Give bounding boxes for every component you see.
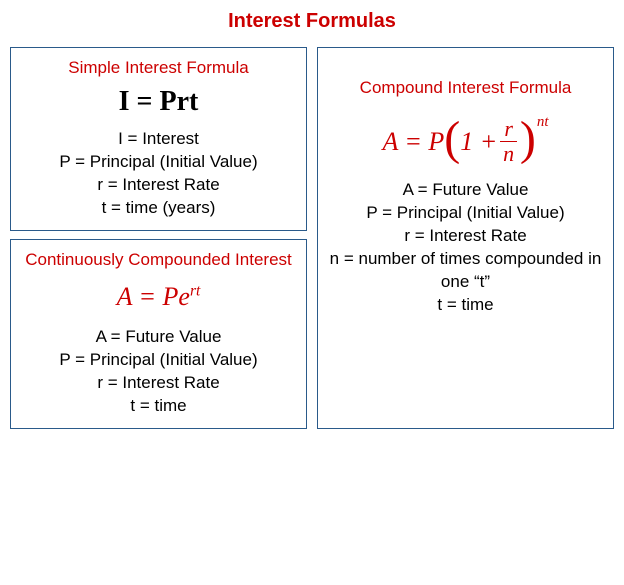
formula-grid: Simple Interest Formula I = Prt I = Inte… [10, 47, 614, 429]
left-column: Simple Interest Formula I = Prt I = Inte… [10, 47, 307, 429]
continuous-def-A: A = Future Value [17, 326, 300, 349]
compound-def-A: A = Future Value [324, 179, 607, 202]
compound-exp: nt [537, 114, 549, 131]
simple-def-t: t = time (years) [17, 197, 300, 220]
continuous-def-t: t = time [17, 395, 300, 418]
continuous-def-P: P = Principal (Initial Value) [17, 349, 300, 372]
compound-def-r: r = Interest Rate [324, 225, 607, 248]
close-paren-icon: ) [520, 120, 536, 158]
compound-def-P: P = Principal (Initial Value) [324, 202, 607, 225]
compound-def-n: n = number of times compounded in one “t… [324, 248, 607, 294]
compound-title: Compound Interest Formula [324, 78, 607, 98]
compound-frac-num: r [500, 118, 517, 142]
simple-title: Simple Interest Formula [17, 58, 300, 78]
continuous-formula: A = Pert [17, 282, 300, 312]
compound-formula: A = P ( 1 + r n ) nt [324, 118, 607, 165]
right-column: Compound Interest Formula A = P ( 1 + r … [317, 47, 614, 429]
simple-def-P: P = Principal (Initial Value) [17, 151, 300, 174]
simple-def-r: r = Interest Rate [17, 174, 300, 197]
continuous-def-r: r = Interest Rate [17, 372, 300, 395]
compound-one-plus: 1 + [460, 127, 497, 157]
compound-lhs: A = P [382, 127, 444, 157]
continuous-formula-exp: rt [190, 282, 200, 299]
continuous-title: Continuously Compounded Interest [17, 250, 300, 270]
page-title: Interest Formulas [10, 10, 614, 33]
continuous-formula-base: A = Pe [117, 282, 190, 311]
open-paren-icon: ( [444, 120, 460, 158]
compound-def-t: t = time [324, 294, 607, 317]
simple-interest-box: Simple Interest Formula I = Prt I = Inte… [10, 47, 307, 231]
simple-def-I: I = Interest [17, 128, 300, 151]
compound-frac-den: n [503, 142, 514, 165]
compound-fraction: r n [500, 118, 517, 165]
simple-formula: I = Prt [17, 86, 300, 118]
compound-interest-box: Compound Interest Formula A = P ( 1 + r … [317, 47, 614, 429]
continuous-interest-box: Continuously Compounded Interest A = Per… [10, 239, 307, 429]
